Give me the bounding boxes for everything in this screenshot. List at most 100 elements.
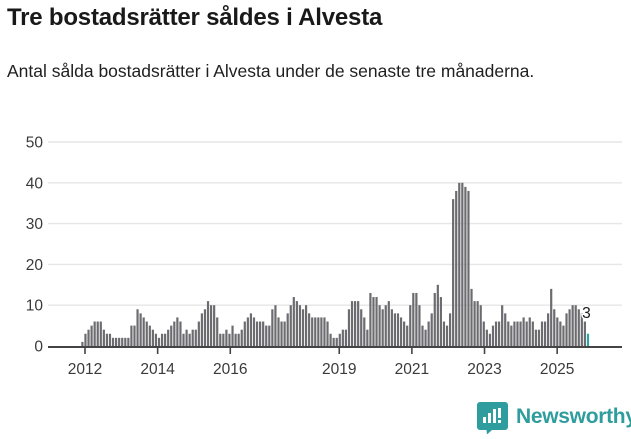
bar: [537, 329, 541, 346]
bar: [142, 317, 145, 346]
bar: [363, 317, 366, 346]
bar: [571, 305, 574, 346]
bar: [390, 309, 393, 346]
bar: [418, 305, 421, 346]
x-axis-tick-label: 2016: [213, 361, 247, 378]
last-value-label: 3: [582, 305, 591, 322]
bar: [105, 333, 109, 346]
bar: [519, 321, 522, 346]
bar: [341, 329, 344, 346]
bar: [488, 333, 492, 346]
bar: [403, 321, 406, 346]
logo-bar-3: [493, 409, 496, 423]
bar: [182, 333, 185, 346]
bar: [406, 325, 409, 346]
bar: [292, 297, 295, 346]
bar: [494, 321, 498, 346]
bar: [262, 321, 265, 346]
bar: [219, 333, 222, 346]
bar: [173, 321, 176, 346]
brand-footer: Newsworthy: [476, 400, 631, 434]
bar: [280, 321, 283, 346]
bar: [265, 325, 268, 346]
bar: [102, 329, 105, 346]
bar: [565, 313, 568, 346]
bar: [430, 313, 433, 346]
bar: [133, 325, 136, 346]
bar: [194, 329, 197, 346]
bar: [525, 321, 528, 346]
bar: [470, 288, 473, 346]
bar: [93, 321, 96, 346]
bar: [286, 313, 289, 346]
bar: [562, 325, 565, 346]
bar: [409, 305, 412, 346]
bar: [445, 325, 449, 346]
bar: [415, 292, 418, 346]
bar: [259, 321, 262, 346]
bar: [185, 329, 188, 346]
x-axis-tick-label: 2014: [140, 361, 175, 378]
bar: [81, 341, 84, 346]
bar: [111, 337, 115, 346]
bar: [243, 321, 246, 346]
bar: [522, 317, 525, 346]
sales-bar-chart: 0 10 20 30 40 50 2012 2014 2016 2019 2021 2023 2025 3: [26, 135, 622, 378]
bar: [108, 333, 112, 346]
x-axis-line: [48, 346, 622, 348]
bar: [115, 337, 118, 346]
bar: [167, 329, 170, 346]
y-axis-tick-label: 50: [26, 135, 44, 152]
bar: [231, 325, 234, 346]
bar: [504, 313, 507, 346]
y-axis-tick-label: 0: [34, 339, 43, 356]
bar: [476, 301, 479, 346]
bar: [320, 317, 323, 346]
bar: [298, 305, 302, 346]
bar: [96, 321, 99, 346]
logo-bar-1: [483, 417, 486, 423]
bar: [90, 325, 93, 346]
bar: [176, 317, 179, 346]
bar: [213, 305, 216, 346]
bar: [501, 305, 504, 346]
bar: [559, 321, 562, 346]
bar: [240, 329, 243, 346]
bar: [516, 321, 519, 346]
bar: [448, 313, 452, 346]
bar: [252, 317, 256, 346]
bar: [467, 190, 470, 346]
bar: [531, 321, 534, 346]
bar: [87, 329, 90, 346]
bar: [369, 292, 372, 346]
bar: [485, 329, 488, 346]
bar: [295, 301, 298, 346]
bar: [228, 333, 231, 346]
chart-subtitle: Antal sålda bostadsrätter i Alvesta unde…: [7, 61, 535, 81]
logo-exclamation-dot: [498, 420, 501, 423]
bar: [461, 182, 464, 346]
bar: [381, 309, 384, 346]
bar: [491, 325, 495, 346]
bar: [556, 317, 559, 346]
bar: [304, 305, 308, 346]
bar: [464, 186, 467, 346]
bar: [550, 288, 553, 346]
bar: [360, 309, 363, 346]
bar: [283, 321, 286, 346]
bar: [384, 305, 387, 346]
bar: [301, 309, 305, 346]
x-axis-tick-label: 2023: [467, 361, 501, 378]
bar: [274, 305, 277, 346]
bar: [206, 301, 210, 346]
bar: [455, 190, 458, 346]
bar: [200, 313, 203, 346]
x-axis-tick-label: 2025: [540, 361, 574, 378]
bar: [216, 317, 219, 346]
bar: [160, 333, 164, 346]
logo-bubble: [477, 402, 508, 434]
bar: [234, 333, 237, 346]
bar: [482, 321, 485, 346]
bar: [366, 329, 369, 346]
bar: [473, 301, 476, 346]
